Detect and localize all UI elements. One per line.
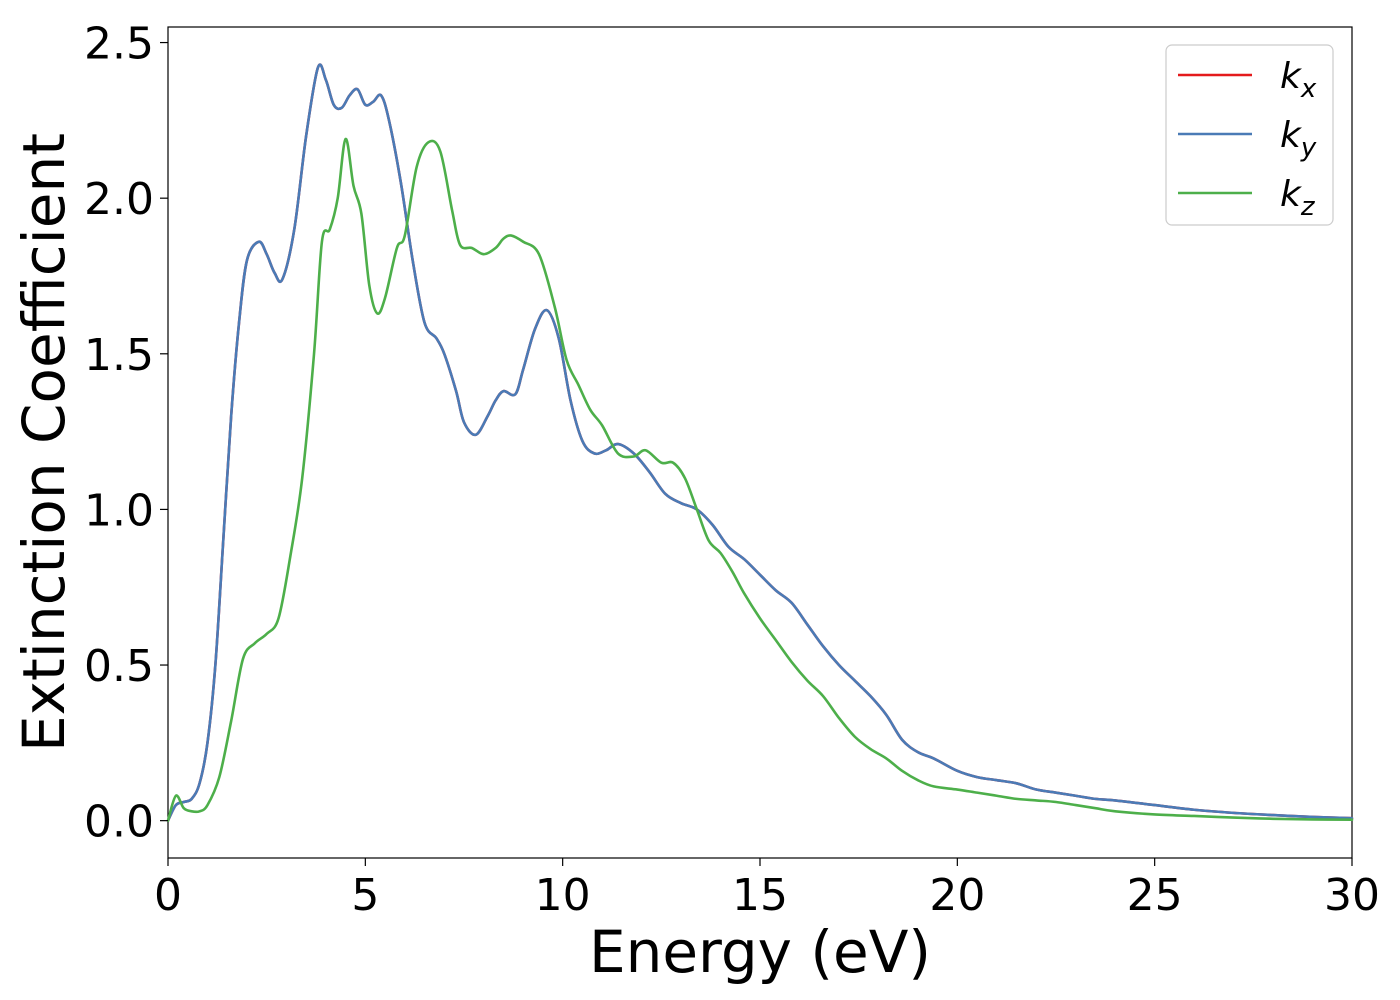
legend: kx ky kz [1165, 44, 1334, 226]
x-tick-label: 15 [732, 870, 788, 921]
x-tick-label: 5 [351, 870, 379, 921]
x-axis-label: Energy (eV) [589, 918, 931, 986]
legend-label-x: kx [1280, 56, 1317, 104]
x-tick-label: 0 [154, 870, 182, 921]
x-tick-label: 10 [535, 870, 591, 921]
series-line-y [166, 63, 1354, 822]
y-tick-label: 1.5 [84, 330, 154, 381]
y-tick-label: 0.0 [84, 797, 154, 848]
x-tick-label: 20 [929, 870, 985, 921]
y-tick-label: 2.0 [84, 174, 154, 225]
series-layer [166, 63, 1354, 822]
series-line-z [166, 137, 1354, 822]
y-tick-label: 2.5 [84, 19, 154, 70]
y-tick-label: 1.0 [84, 485, 154, 536]
x-tick-label: 30 [1324, 870, 1380, 921]
legend-label-z: kz [1280, 174, 1316, 222]
y-axis: 0.0 0.5 1.0 1.5 2.0 2.5 [84, 19, 168, 848]
y-tick-label: 0.5 [84, 641, 154, 692]
x-tick-label: 25 [1127, 870, 1183, 921]
legend-label-y: ky [1280, 115, 1317, 163]
x-axis: 0 5 10 15 20 25 30 [154, 858, 1380, 921]
y-axis-label: Extinction Coefficient [10, 133, 78, 752]
